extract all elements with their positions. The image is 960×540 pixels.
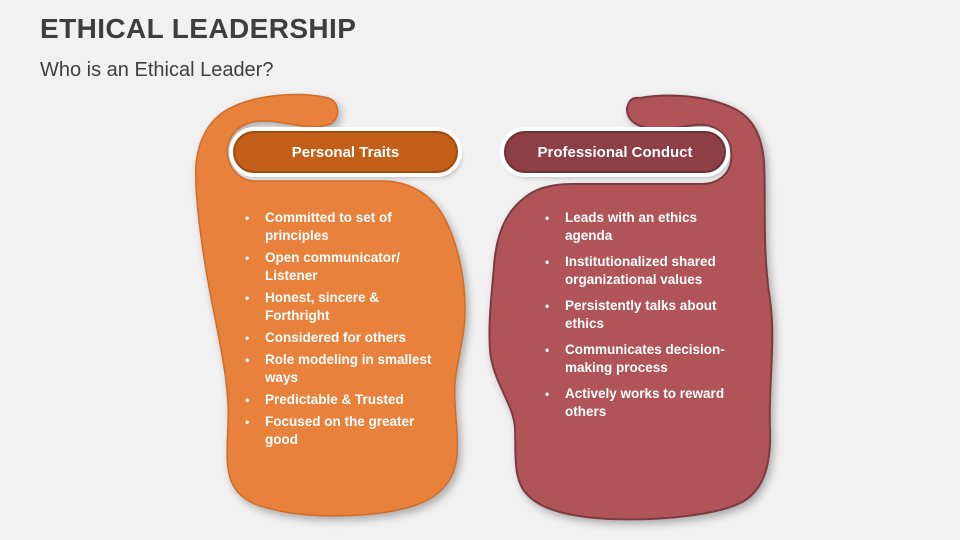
list-item: • Honest, sincere & Forthright [245, 289, 450, 325]
bullet-icon: • [245, 251, 250, 265]
personal-traits-list: • Committed to set of principles • Open com… [245, 209, 450, 453]
list-item: • Predictable & Trusted [245, 391, 450, 409]
list-item: • Committed to set of principles [245, 209, 450, 245]
professional-conduct-header: Professional Conduct [504, 131, 726, 173]
professional-conduct-header-label: Professional Conduct [537, 143, 693, 161]
bullet-icon: • [245, 211, 250, 225]
list-item: • Considered for others [245, 329, 450, 347]
bullet-icon: • [245, 331, 250, 345]
bullet-icon: • [545, 387, 550, 401]
list-item-text: Focused on the greater good [265, 414, 415, 447]
bullet-icon: • [545, 211, 550, 225]
bullet-icon: • [545, 255, 550, 269]
bullet-icon: • [245, 393, 250, 407]
personal-traits-blob-shape [194, 93, 466, 517]
page-subtitle: Who is an Ethical Leader? [40, 59, 274, 81]
professional-conduct-list: • Leads with an ethics agenda • Institution… [545, 209, 745, 429]
personal-traits-header-label: Personal Traits [291, 143, 400, 161]
list-item: • Leads with an ethics agenda [545, 209, 745, 245]
list-item-text: Institutionalized shared organizational … [565, 254, 716, 287]
list-item: • Institutionalized shared organizational… [545, 253, 745, 289]
page-title: ETHICAL LEADERSHIP [40, 13, 357, 44]
list-item-text: Committed to set of principles [265, 210, 392, 243]
list-item-text: Persistently talks about ethics [565, 298, 717, 331]
bullet-icon: • [545, 299, 550, 313]
list-item: • Actively works to reward others [545, 385, 745, 421]
list-item-text: Open communicator/ Listener [265, 250, 401, 283]
personal-traits-blob [194, 93, 466, 517]
list-item: • Open communicator/ Listener [245, 249, 450, 285]
bullet-icon: • [245, 415, 250, 429]
list-item-text: Leads with an ethics agenda [565, 210, 698, 243]
list-item-text: Actively works to reward others [565, 386, 725, 419]
list-item-text: Role modeling in smallest ways [265, 352, 432, 385]
personal-traits-header: Personal Traits [233, 131, 458, 173]
list-item-text: Predictable & Trusted [265, 392, 404, 407]
list-item-text: Considered for others [265, 330, 407, 345]
list-item: • Focused on the greater good [245, 413, 450, 449]
list-item: • Persistently talks about ethics [545, 297, 745, 333]
list-item-text: Honest, sincere & Forthright [265, 290, 380, 323]
bullet-icon: • [545, 343, 550, 357]
list-item: • Role modeling in smallest ways [245, 351, 450, 387]
bullet-icon: • [245, 291, 250, 305]
list-item: • Communicates decision-making process [545, 341, 745, 377]
professional-conduct-blob-shape [488, 94, 774, 521]
bullet-icon: • [245, 353, 250, 367]
professional-conduct-blob [488, 94, 774, 521]
list-item-text: Communicates decision-making process [565, 342, 725, 375]
